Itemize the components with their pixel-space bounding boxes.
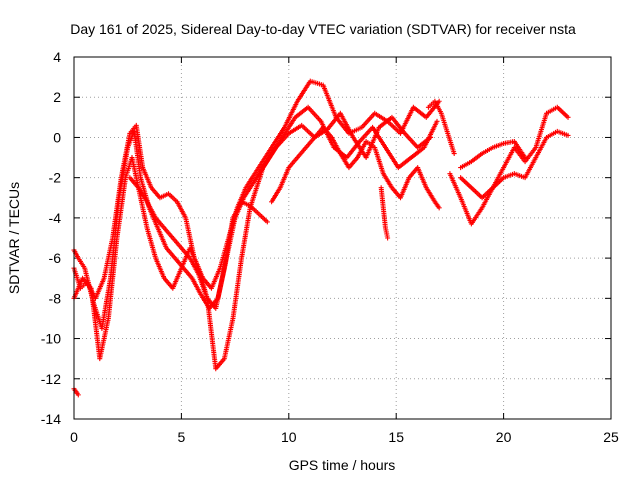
y-tick-label: -8 — [49, 290, 62, 306]
plot-frame — [73, 56, 612, 420]
data-point — [565, 132, 571, 138]
x-tick-label: 25 — [603, 429, 619, 445]
x-tick-label: 20 — [496, 429, 512, 445]
data-point — [436, 98, 442, 104]
series-track-4 — [127, 175, 270, 311]
grid-layer — [74, 57, 611, 419]
series-track-6 — [378, 185, 391, 241]
y-tick-label: 4 — [53, 49, 61, 65]
tick-layer: 0 5 10 15 20 25 -14 -12 -10 -8 -6 -4 -2 0 2 4 — [41, 49, 619, 445]
data-point — [428, 134, 434, 140]
series-track-7 — [425, 98, 457, 157]
data-point — [434, 118, 440, 124]
series-track-11 — [71, 386, 81, 398]
y-tick-label: -6 — [49, 250, 62, 266]
x-tick-label: 15 — [388, 429, 404, 445]
x-axis-label: GPS time / hours — [289, 457, 396, 473]
data-point — [264, 219, 270, 225]
x-tick-label: 5 — [178, 429, 186, 445]
y-tick-label: 2 — [53, 89, 61, 105]
y-tick-label: -2 — [49, 170, 62, 186]
series-track-9 — [447, 128, 571, 227]
chart-title: Day 161 of 2025, Sidereal Day-to-day VTE… — [70, 21, 576, 37]
data-point — [565, 114, 571, 120]
data-point — [436, 205, 442, 211]
y-axis-label: SDTVAR / TECUs — [6, 182, 22, 294]
y-tick-label: -12 — [41, 371, 61, 387]
data-layer — [71, 78, 571, 398]
y-tick-label: -14 — [41, 411, 61, 427]
x-tick-label: 10 — [281, 429, 297, 445]
x-tick-label: 0 — [70, 429, 78, 445]
data-point — [75, 392, 81, 398]
series-track-5 — [269, 124, 442, 211]
data-point — [522, 155, 528, 161]
series-track-8 — [458, 104, 571, 201]
series-track-10 — [458, 138, 528, 171]
data-point — [385, 235, 391, 241]
y-tick-label: 0 — [53, 129, 61, 145]
data-point — [451, 151, 457, 157]
y-tick-label: -4 — [49, 210, 62, 226]
y-tick-label: -10 — [41, 331, 61, 347]
